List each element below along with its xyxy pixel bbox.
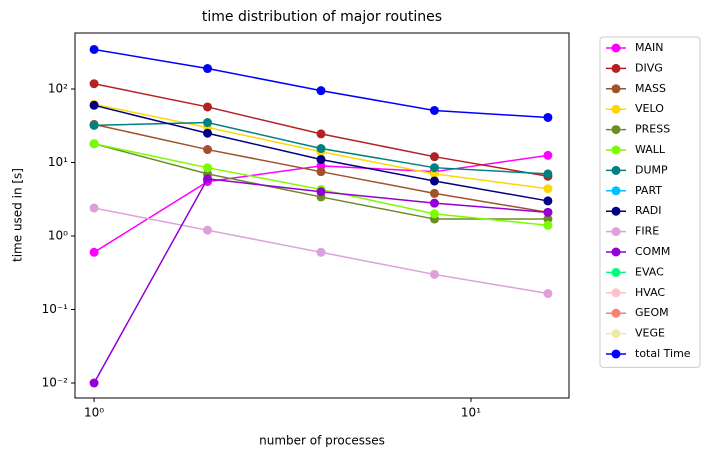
data-point bbox=[429, 163, 439, 173]
data-point bbox=[203, 145, 213, 155]
x-axis-label: number of processes bbox=[259, 434, 385, 448]
legend-label: EVAC bbox=[635, 265, 664, 278]
legend-label: DUMP bbox=[635, 163, 668, 176]
legend-marker bbox=[611, 125, 621, 135]
data-point bbox=[203, 174, 213, 184]
data-point bbox=[89, 378, 99, 388]
legend-marker bbox=[611, 43, 621, 53]
y-tick-label: 10⁰ bbox=[48, 228, 68, 242]
data-point bbox=[429, 188, 439, 198]
legend-marker bbox=[611, 63, 621, 73]
chart-title: time distribution of major routines bbox=[202, 9, 442, 25]
legend-label: WALL bbox=[635, 143, 666, 156]
data-point bbox=[203, 225, 213, 235]
legend-marker bbox=[611, 267, 621, 277]
data-point bbox=[316, 247, 326, 257]
data-point bbox=[89, 100, 99, 110]
data-point bbox=[429, 198, 439, 208]
data-point bbox=[203, 118, 213, 128]
data-point bbox=[543, 112, 553, 122]
legend-label: VELO bbox=[635, 102, 664, 115]
legend: MAIN DIVG MASS VELO PRESS WALL DUMP PART RADI FIR… bbox=[599, 36, 701, 368]
data-point bbox=[429, 152, 439, 162]
data-point bbox=[543, 214, 553, 224]
data-point bbox=[543, 184, 553, 194]
legend-marker bbox=[611, 329, 621, 339]
plot-frame bbox=[74, 32, 570, 399]
legend-label: MAIN bbox=[635, 41, 664, 54]
legend-marker bbox=[611, 165, 621, 175]
legend-label: COMM bbox=[635, 245, 670, 258]
x-tick-label: 10⁰ bbox=[84, 406, 104, 420]
legend-marker bbox=[611, 84, 621, 94]
y-tick-label: 10⁻¹ bbox=[42, 302, 69, 316]
legend-marker bbox=[611, 145, 621, 155]
data-point bbox=[429, 209, 439, 219]
legend-label: total Time bbox=[635, 347, 691, 360]
y-axis-label: time used in [s] bbox=[11, 168, 25, 262]
data-point bbox=[203, 102, 213, 112]
legend-label: DIVG bbox=[635, 61, 663, 74]
data-point bbox=[429, 169, 439, 179]
data-point bbox=[316, 129, 326, 139]
data-point bbox=[203, 128, 213, 138]
data-point bbox=[543, 207, 553, 217]
legend-label: RADI bbox=[635, 204, 661, 217]
y-tick-label: 10¹ bbox=[48, 155, 68, 169]
data-point bbox=[543, 150, 553, 160]
data-point bbox=[316, 144, 326, 154]
data-point bbox=[89, 44, 99, 54]
legend-marker bbox=[611, 349, 621, 359]
data-point bbox=[543, 196, 553, 206]
data-point bbox=[316, 167, 326, 177]
legend-marker bbox=[611, 288, 621, 298]
data-point bbox=[316, 154, 326, 164]
y-tick-label: 10² bbox=[48, 82, 68, 96]
legend-label: PRESS bbox=[635, 123, 670, 136]
data-point bbox=[429, 105, 439, 115]
legend-marker bbox=[611, 186, 621, 196]
data-point bbox=[316, 86, 326, 96]
legend-marker bbox=[611, 247, 621, 257]
legend-marker bbox=[611, 227, 621, 237]
data-point bbox=[429, 176, 439, 186]
data-point bbox=[89, 79, 99, 89]
legend-marker bbox=[611, 206, 621, 216]
y-tick-label: 10⁻² bbox=[42, 375, 69, 389]
data-point bbox=[89, 139, 99, 149]
legend-label: FIRE bbox=[635, 225, 659, 238]
legend-label: MASS bbox=[635, 82, 666, 95]
data-point bbox=[543, 220, 553, 230]
data-point bbox=[203, 64, 213, 74]
data-point bbox=[429, 269, 439, 279]
data-point bbox=[89, 203, 99, 213]
legend-marker bbox=[611, 308, 621, 318]
legend-label: PART bbox=[635, 184, 662, 197]
legend-frame bbox=[599, 36, 701, 368]
data-point bbox=[543, 289, 553, 299]
data-point bbox=[89, 120, 99, 130]
legend-label: VEGE bbox=[635, 327, 665, 340]
data-point bbox=[89, 247, 99, 257]
x-tick-label: 10¹ bbox=[461, 406, 481, 420]
legend-label: GEOM bbox=[635, 306, 669, 319]
data-point bbox=[316, 187, 326, 197]
legend-marker bbox=[611, 104, 621, 114]
legend-label: HVAC bbox=[635, 286, 665, 299]
series-line bbox=[93, 48, 548, 119]
data-point bbox=[203, 163, 213, 173]
data-point bbox=[543, 169, 553, 179]
